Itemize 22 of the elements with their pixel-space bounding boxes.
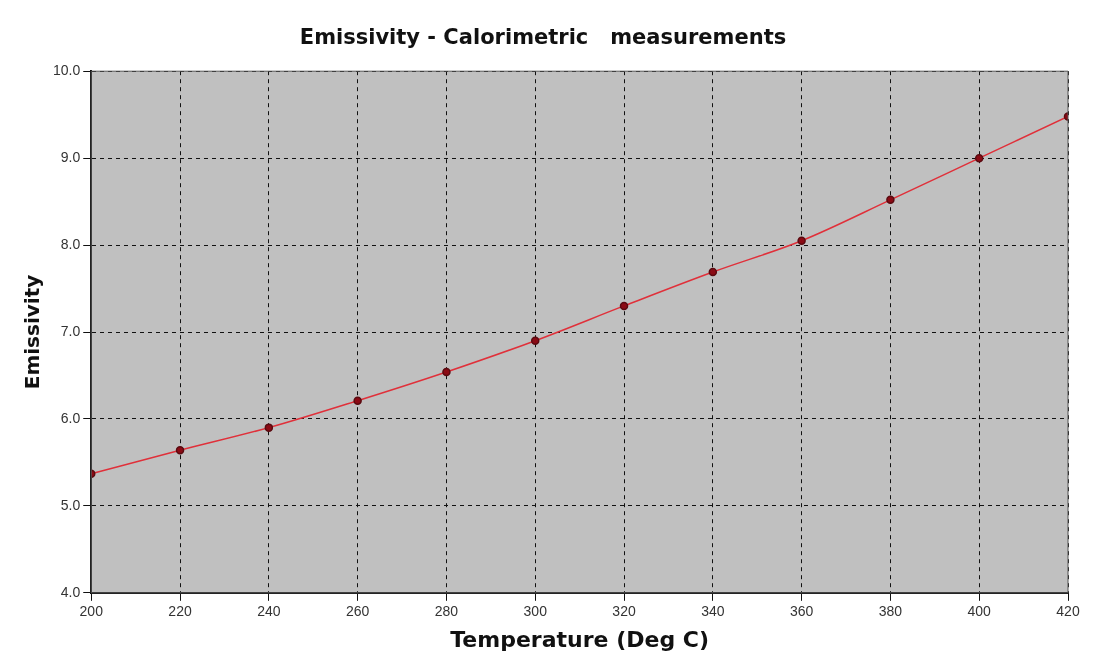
x-tick-label: 280 xyxy=(434,603,459,620)
y-tick-label: 6.0 xyxy=(60,409,81,426)
x-tick-label: 200 xyxy=(79,603,104,620)
y-tick-label: 8.0 xyxy=(60,235,81,252)
x-tick-label: 260 xyxy=(345,603,370,620)
x-tick-label: 400 xyxy=(967,603,992,620)
x-tick-label: 360 xyxy=(789,603,814,620)
x-tick-label: 320 xyxy=(612,603,636,620)
y-axis-title: Emissivity xyxy=(20,274,45,390)
y-tick-label: 9.0 xyxy=(60,148,81,165)
x-tick-label: 300 xyxy=(523,603,548,620)
x-axis-title: Temperature (Deg C) xyxy=(450,626,709,652)
x-tick-label: 420 xyxy=(1056,603,1080,620)
y-tick-label: 10.0 xyxy=(53,62,81,79)
chart-title: Emissivity - Calorimetric measurements xyxy=(299,25,787,50)
x-tick-label: 340 xyxy=(701,603,725,620)
x-tick-label: 220 xyxy=(168,603,192,620)
y-tick-label: 4.0 xyxy=(60,583,81,600)
y-tick-label: 5.0 xyxy=(60,496,81,513)
x-tick-label: 240 xyxy=(257,603,281,620)
y-tick-label: 7.0 xyxy=(60,322,81,339)
x-tick-label: 380 xyxy=(878,603,903,620)
